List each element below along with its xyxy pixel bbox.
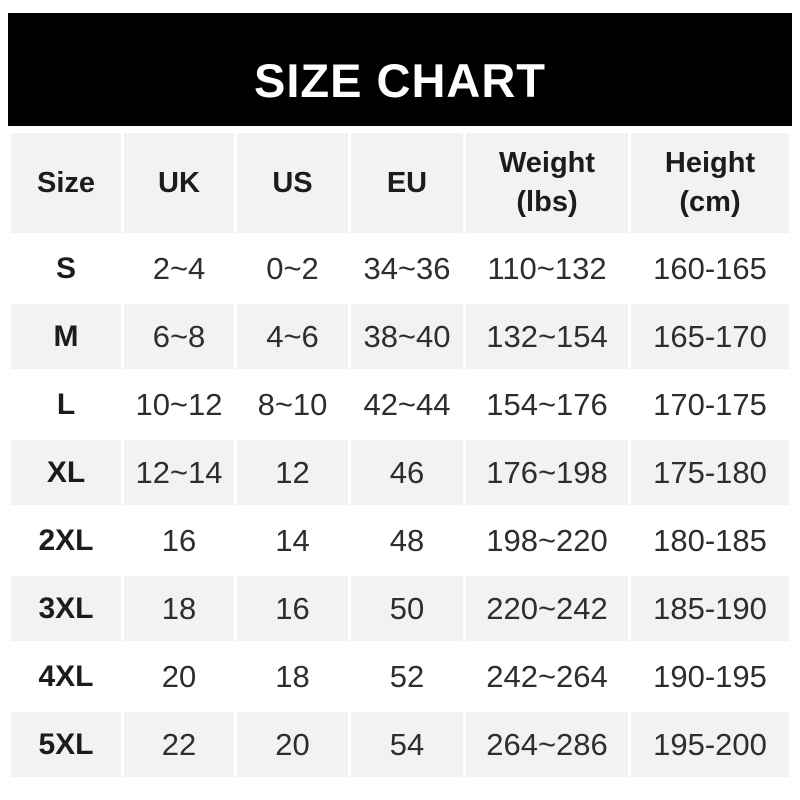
cell-uk: 10~12	[124, 372, 234, 437]
cell-uk: 16	[124, 508, 234, 573]
cell-height: 195-200	[631, 712, 789, 777]
cell-eu: 46	[351, 440, 463, 505]
cell-height: 160-165	[631, 236, 789, 301]
cell-height: 175-180	[631, 440, 789, 505]
cell-us: 20	[237, 712, 348, 777]
column-header-size: Size	[11, 133, 121, 233]
cell-eu: 48	[351, 508, 463, 573]
cell-us: 12	[237, 440, 348, 505]
cell-uk: 20	[124, 644, 234, 709]
cell-eu: 34~36	[351, 236, 463, 301]
cell-size: 4XL	[11, 644, 121, 709]
cell-us: 8~10	[237, 372, 348, 437]
column-header-uk: UK	[124, 133, 234, 233]
table-row-m: M 6~8 4~6 38~40 132~154 165-170	[11, 304, 789, 369]
table-row-s: S 2~4 0~2 34~36 110~132 160-165	[11, 236, 789, 301]
header-row: Size UK US EU Weight (lbs) Height (cm)	[11, 133, 789, 233]
cell-weight: 264~286	[466, 712, 628, 777]
cell-height: 180-185	[631, 508, 789, 573]
column-header-us-label: US	[272, 166, 313, 199]
column-header-weight-label: Weight	[498, 147, 596, 179]
cell-size: S	[11, 236, 121, 301]
table-row-4xl: 4XL 20 18 52 242~264 190-195	[11, 644, 789, 709]
column-header-size-label: Size	[36, 166, 96, 199]
cell-weight: 154~176	[466, 372, 628, 437]
column-header-height: Height (cm)	[631, 133, 789, 233]
cell-uk: 2~4	[124, 236, 234, 301]
page-title: SIZE CHART	[254, 54, 546, 107]
cell-weight: 110~132	[466, 236, 628, 301]
column-header-us: US	[237, 133, 348, 233]
cell-height: 170-175	[631, 372, 789, 437]
cell-weight: 132~154	[466, 304, 628, 369]
cell-eu: 38~40	[351, 304, 463, 369]
table-row-3xl: 3XL 18 16 50 220~242 185-190	[11, 576, 789, 641]
cell-us: 18	[237, 644, 348, 709]
column-header-eu-label: EU	[386, 166, 428, 199]
cell-weight: 198~220	[466, 508, 628, 573]
cell-height: 185-190	[631, 576, 789, 641]
cell-size: XL	[11, 440, 121, 505]
table-row-l: L 10~12 8~10 42~44 154~176 170-175	[11, 372, 789, 437]
size-chart-banner: SIZE CHART	[8, 13, 792, 126]
cell-eu: 42~44	[351, 372, 463, 437]
column-header-height-label: Height	[664, 147, 756, 179]
cell-uk: 12~14	[124, 440, 234, 505]
column-header-eu: EU	[351, 133, 463, 233]
cell-uk: 6~8	[124, 304, 234, 369]
cell-size: 3XL	[11, 576, 121, 641]
cell-height: 165-170	[631, 304, 789, 369]
cell-us: 14	[237, 508, 348, 573]
cell-weight: 220~242	[466, 576, 628, 641]
cell-uk: 18	[124, 576, 234, 641]
cell-eu: 52	[351, 644, 463, 709]
size-chart-table: Size UK US EU Weight (lbs) Height (cm) S 2…	[8, 130, 792, 780]
cell-us: 4~6	[237, 304, 348, 369]
cell-us: 16	[237, 576, 348, 641]
cell-height: 190-195	[631, 644, 789, 709]
table-header: Size UK US EU Weight (lbs) Height (cm)	[11, 133, 789, 233]
column-header-height-unit: (cm)	[679, 186, 741, 218]
cell-eu: 50	[351, 576, 463, 641]
cell-weight: 242~264	[466, 644, 628, 709]
cell-size: 2XL	[11, 508, 121, 573]
cell-us: 0~2	[237, 236, 348, 301]
column-header-weight-unit: (lbs)	[516, 186, 578, 218]
column-header-weight: Weight (lbs)	[466, 133, 628, 233]
cell-weight: 176~198	[466, 440, 628, 505]
cell-uk: 22	[124, 712, 234, 777]
table-row-2xl: 2XL 16 14 48 198~220 180-185	[11, 508, 789, 573]
table-body: S 2~4 0~2 34~36 110~132 160-165 M 6~8 4~…	[11, 236, 789, 777]
table-row-5xl: 5XL 22 20 54 264~286 195-200	[11, 712, 789, 777]
column-header-uk-label: UK	[158, 166, 200, 199]
cell-eu: 54	[351, 712, 463, 777]
cell-size: L	[11, 372, 121, 437]
cell-size: M	[11, 304, 121, 369]
cell-size: 5XL	[11, 712, 121, 777]
table-row-xl: XL 12~14 12 46 176~198 175-180	[11, 440, 789, 505]
